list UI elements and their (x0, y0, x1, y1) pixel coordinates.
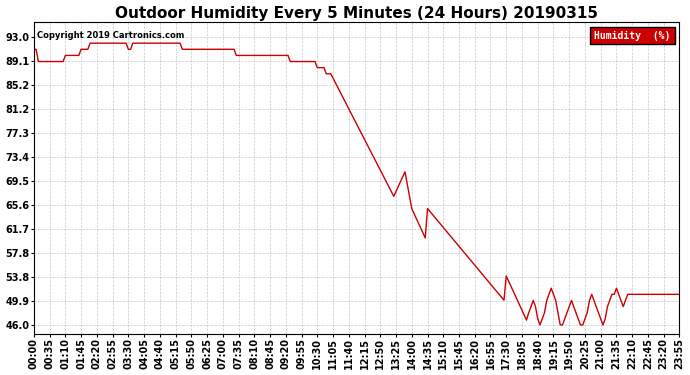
Legend: Humidity  (%): Humidity (%) (591, 27, 675, 44)
Text: Copyright 2019 Cartronics.com: Copyright 2019 Cartronics.com (37, 31, 184, 40)
Title: Outdoor Humidity Every 5 Minutes (24 Hours) 20190315: Outdoor Humidity Every 5 Minutes (24 Hou… (115, 6, 598, 21)
